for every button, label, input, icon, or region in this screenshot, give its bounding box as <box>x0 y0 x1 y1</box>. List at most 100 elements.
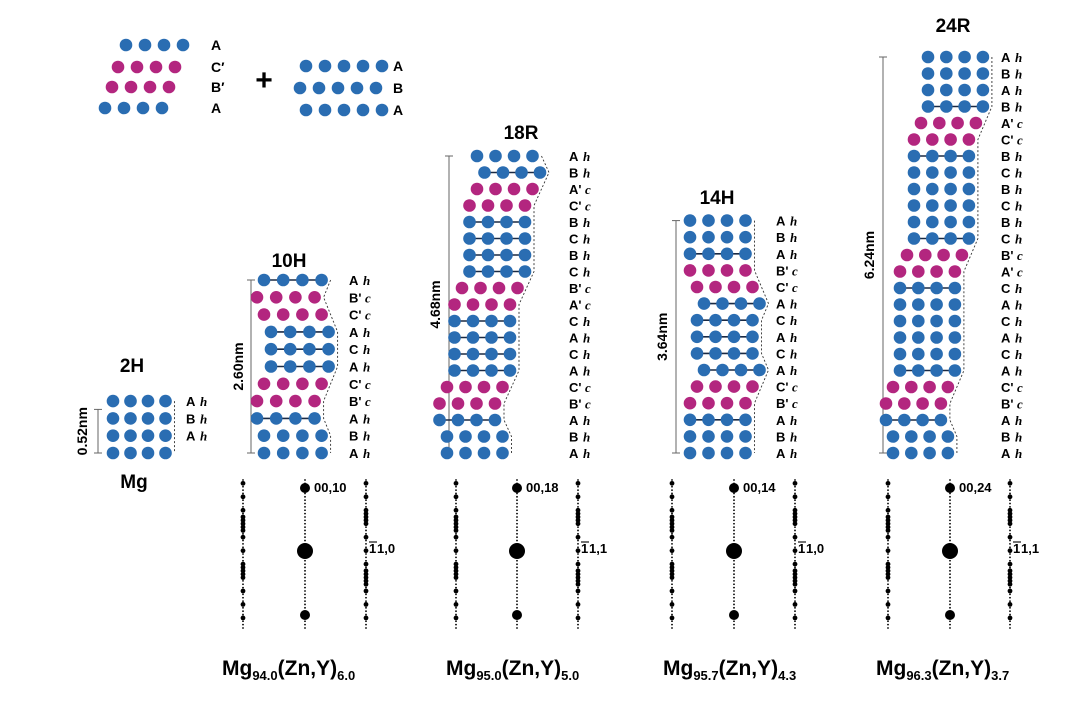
atom-blue <box>923 446 936 460</box>
diffraction-spot <box>240 561 246 567</box>
bragg-spot-main <box>726 543 742 559</box>
atom-magenta <box>720 264 734 277</box>
diffraction-spot <box>575 568 581 574</box>
diffraction-spot-center <box>516 603 518 606</box>
spot-label-overline-index: 1 <box>369 541 376 556</box>
atom-blue <box>940 100 953 113</box>
atom-magenta <box>470 182 484 196</box>
layer-type: h <box>200 429 207 444</box>
diffraction-spot-center <box>516 563 518 565</box>
diffraction-spot-center <box>516 495 518 498</box>
atom-blue <box>921 50 935 64</box>
atom-blue <box>893 331 907 344</box>
diffraction-spot-center <box>304 479 306 481</box>
atom-blue <box>683 230 697 244</box>
diffraction-spot <box>669 561 675 567</box>
legend-atom <box>149 60 163 74</box>
diffraction-spot <box>1009 546 1011 549</box>
atom-blue <box>289 412 302 425</box>
atom-blue <box>451 413 465 427</box>
diffraction-spot <box>455 553 457 555</box>
atom-blue <box>930 298 943 311</box>
bragg-spot-top <box>945 483 955 493</box>
diffraction-spot-center <box>516 580 518 582</box>
diffraction-spot <box>242 499 244 502</box>
diffraction-spot-center <box>516 502 518 505</box>
diffraction-spot <box>669 524 675 530</box>
atom-blue <box>264 360 278 373</box>
diffraction-spot <box>455 613 457 616</box>
layer-type: h <box>1015 446 1022 461</box>
diffraction-spot <box>363 588 369 594</box>
atom-blue <box>481 215 495 229</box>
layer-type: h <box>790 363 797 378</box>
diffraction-spot <box>887 502 889 505</box>
legend-atom <box>331 81 345 95</box>
diffraction-spot <box>363 514 369 520</box>
diffraction-spot-center <box>516 536 518 539</box>
atom-blue <box>921 83 935 97</box>
atom-magenta <box>955 248 969 262</box>
diffraction-spot <box>365 499 367 502</box>
atom-blue <box>746 347 759 360</box>
atom-blue <box>448 331 461 344</box>
diffraction-spot <box>671 539 673 542</box>
diffraction-spot <box>365 553 367 555</box>
layer-type: h <box>1015 199 1022 214</box>
layer-type: h <box>583 413 590 428</box>
diffraction-spot-center <box>733 495 735 498</box>
diffraction-spot <box>794 479 796 481</box>
diffraction-spot-center <box>516 566 518 569</box>
diffraction-spot <box>887 586 889 589</box>
atom-blue <box>322 360 335 373</box>
atom-magenta <box>690 280 704 294</box>
diffraction-spot <box>577 559 579 562</box>
diffraction-spot-center <box>733 563 735 565</box>
atom-magenta <box>969 116 983 130</box>
diffraction-spot <box>365 526 367 528</box>
legend-atom <box>155 101 169 115</box>
layer-label: A <box>1001 298 1011 313</box>
diffraction-spot-center <box>304 522 306 525</box>
legend-layer-label: A <box>211 100 221 116</box>
diffraction-spot <box>669 602 675 607</box>
diffraction-spot <box>885 588 891 594</box>
layer-label: B' <box>349 394 361 409</box>
diffraction-spot <box>455 593 457 596</box>
atom-blue <box>962 215 976 229</box>
legend-atom <box>143 80 157 94</box>
atom-blue <box>459 446 472 460</box>
diffraction-spot-center <box>304 529 306 532</box>
atom-blue <box>500 265 513 278</box>
diffraction-spot <box>365 539 367 542</box>
diffraction-spot <box>887 506 889 508</box>
diffraction-spot <box>671 580 673 582</box>
atom-blue <box>308 412 321 425</box>
diffraction-spot <box>365 502 367 505</box>
atom-blue <box>944 232 957 245</box>
diffraction-spot-center <box>516 539 518 542</box>
layer-type: h <box>790 247 797 262</box>
diffraction-spot <box>669 588 675 594</box>
diffraction-spot <box>669 615 675 621</box>
atom-blue <box>257 273 271 287</box>
diffraction-spot <box>794 499 796 502</box>
diffraction-spot <box>885 528 891 533</box>
layer-type: h <box>583 364 590 379</box>
diffraction-spot <box>794 485 796 488</box>
diffraction-spot-center <box>733 620 735 623</box>
diffraction-spot <box>365 529 367 532</box>
diffraction-spot <box>887 492 889 495</box>
atom-blue <box>683 413 697 427</box>
diffraction-spot-center <box>516 492 518 495</box>
diffraction-spot <box>887 593 889 596</box>
atom-magenta <box>962 133 976 146</box>
diffraction-spot <box>671 559 673 562</box>
layer-label: B <box>1001 100 1010 115</box>
atom-blue <box>485 364 498 377</box>
layer-type: h <box>1015 149 1022 164</box>
diffraction-spot <box>577 479 579 481</box>
atom-blue <box>518 215 532 229</box>
diffraction-spot-center <box>516 479 518 481</box>
